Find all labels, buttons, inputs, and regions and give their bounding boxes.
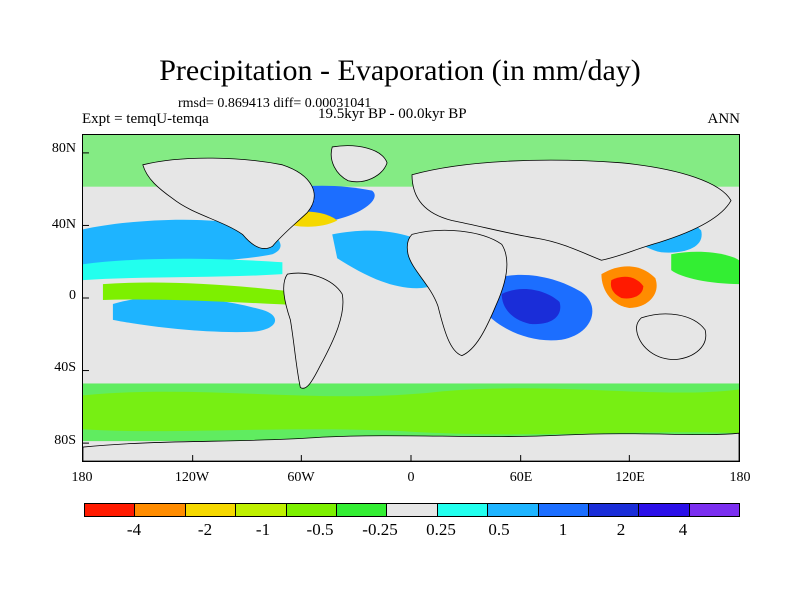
y-tick-label: 0 <box>69 288 76 303</box>
colorbar-swatch <box>236 504 287 516</box>
field-maritime-continent-core <box>610 276 644 299</box>
y-tick-label: 80N <box>51 141 76 156</box>
field-itcz-pacific <box>83 258 283 281</box>
eurasia-outline <box>411 159 732 261</box>
x-tick-label: 120E <box>615 470 645 485</box>
colorbar-label: 1 <box>558 520 568 539</box>
map-title: Precipitation - Evaporation (in mm/day) <box>159 54 641 87</box>
colorbar-label: -2 <box>197 520 213 539</box>
colorbar-swatch <box>336 504 388 516</box>
field-north-pacific-blue <box>83 219 281 267</box>
south-america-outline <box>283 272 344 389</box>
antarctica-outline <box>83 432 739 461</box>
y-tick-label: 40S <box>54 360 76 375</box>
colorbar-label: 2 <box>616 520 626 539</box>
field-south-pacific-blue <box>112 296 276 333</box>
colorbar-swatch <box>437 504 489 516</box>
colorbar-swatch <box>689 504 740 516</box>
colorbar-swatch <box>538 504 589 516</box>
x-tick-label: 120W <box>174 470 210 485</box>
coastlines <box>83 145 739 461</box>
colorbar-swatch <box>286 504 337 516</box>
field-south-pacific-green <box>102 282 313 306</box>
greenland-outline <box>330 145 388 183</box>
colorbar-swatch <box>387 504 438 516</box>
colorbar-swatch <box>185 504 237 516</box>
colorbar-label: 0.25 <box>426 520 456 539</box>
australia-outline <box>636 313 707 361</box>
stats-label: rmsd= 0.869413 diff= 0.00031041 <box>178 96 372 111</box>
colorbar <box>84 503 740 517</box>
x-tick-label: 60E <box>509 470 533 485</box>
north-america-outline <box>142 157 315 250</box>
y-tick-label: 40N <box>51 217 76 232</box>
season-label: ANN <box>707 111 741 127</box>
colorbar-swatch <box>588 504 640 516</box>
africa-outline <box>406 230 508 357</box>
precipitation-evaporation-map <box>82 134 740 462</box>
colorbar-swatch <box>85 504 136 516</box>
graticule <box>83 152 630 461</box>
colorbar-label: -0.5 <box>306 520 334 539</box>
colorbar-label: -4 <box>126 520 142 539</box>
field-indian-ocean-deep <box>501 289 561 325</box>
field-west-pacific-green <box>671 251 739 285</box>
x-tick-label: 60W <box>287 470 315 485</box>
colorbar-swatch <box>488 504 539 516</box>
colorbar-label: 0.5 <box>488 520 510 539</box>
colorbar-label: 4 <box>678 520 688 539</box>
x-tick-label: 180 <box>729 470 751 485</box>
y-tick-label: 80S <box>54 433 76 448</box>
field-southern-band-light <box>83 388 739 435</box>
colorbar-label: -0.25 <box>362 520 398 539</box>
x-tick-label: 0 <box>407 470 415 485</box>
period-label: 19.5kyr BP - 00.0kyr BP <box>318 106 467 122</box>
colorbar-label: -1 <box>255 520 271 539</box>
x-tick-label: 180 <box>71 470 93 485</box>
colorbar-swatch <box>639 504 690 516</box>
experiment-label: Expt = temqU-temqa <box>82 111 209 127</box>
colorbar-swatch <box>135 504 186 516</box>
